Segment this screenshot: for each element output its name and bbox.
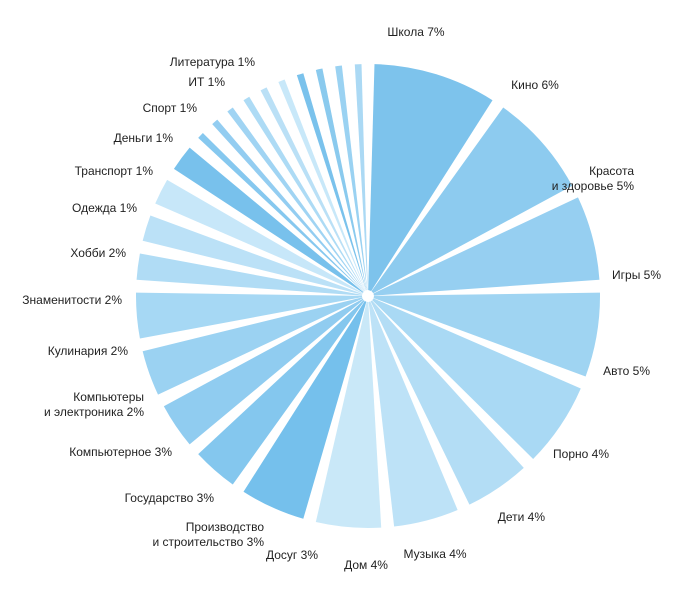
pie-slice-13 <box>135 292 363 339</box>
slice-label-11: Производство и строительство 3% <box>152 520 264 549</box>
pie-slice-26 <box>335 65 368 291</box>
slice-label-21: Спорт 1% <box>143 101 198 115</box>
pie-slice-27 <box>354 64 368 291</box>
pie-slice-2 <box>371 107 573 294</box>
slice-label-10: Досуг 3% <box>266 548 318 562</box>
pie-slice-5 <box>372 298 581 459</box>
pie-slice-11 <box>163 298 364 445</box>
pie-slice-6 <box>370 300 524 505</box>
slice-label-13: Компьютерное 3% <box>69 445 172 459</box>
slice-label-7: Дети 4% <box>498 510 546 524</box>
pie-slice-15 <box>142 215 363 295</box>
slice-label-23: Литература 1% <box>170 55 256 69</box>
slice-label-4: Игры 5% <box>612 268 661 282</box>
slice-label-9: Дом 4% <box>344 558 388 572</box>
slice-label-17: Хобби 2% <box>70 246 126 260</box>
pie-slice-22 <box>260 87 366 291</box>
pie-slice-18 <box>198 133 364 292</box>
slice-label-14: Компьютеры и электроника 2% <box>44 390 144 419</box>
pie-slice-21 <box>243 96 365 291</box>
slice-label-8: Музыка 4% <box>403 547 466 561</box>
slice-label-19: Транспорт 1% <box>75 164 154 178</box>
slice-label-6: Порно 4% <box>553 447 609 461</box>
slice-label-15: Кулинария 2% <box>48 344 129 358</box>
pie-slice-25 <box>315 68 367 291</box>
slice-label-20: Деньги 1% <box>114 131 174 145</box>
slice-label-2: Кино 6% <box>511 78 559 92</box>
pie-slice-1 <box>368 64 493 291</box>
pie-slice-9 <box>243 301 367 519</box>
slice-label-5: Авто 5% <box>603 364 650 378</box>
pie-slice-14 <box>136 253 363 296</box>
slice-label-18: Одежда 1% <box>72 201 137 215</box>
pie-slice-17 <box>173 147 364 293</box>
slice-label-3: Красота и здоровье 5% <box>552 164 635 193</box>
pie-slice-20 <box>227 107 365 292</box>
pie-slice-3 <box>373 197 600 296</box>
pie-slice-7 <box>368 301 458 527</box>
pie-slice-23 <box>278 79 366 291</box>
pie-slice-8 <box>315 301 382 528</box>
slice-label-16: Знаменитости 2% <box>22 293 122 307</box>
pie-slice-10 <box>198 300 365 485</box>
slice-label-1: Школа 7% <box>387 25 444 39</box>
slice-label-12: Государство 3% <box>125 491 215 505</box>
pie-slice-4 <box>373 292 601 377</box>
pie-slice-12 <box>142 297 363 395</box>
pie-slice-24 <box>296 73 367 291</box>
pie-slice-19 <box>212 119 365 292</box>
slice-label-22: ИТ 1% <box>188 75 225 89</box>
pie-slice-16 <box>155 179 363 294</box>
